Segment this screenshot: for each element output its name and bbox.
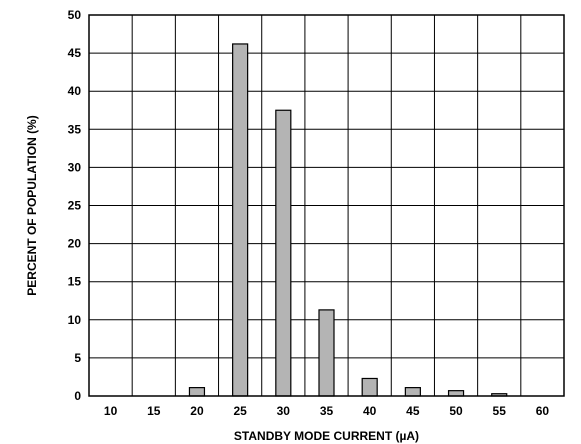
y-tick-label: 10 (68, 313, 82, 327)
x-tick-label: 40 (363, 404, 377, 418)
x-tick-labels: 10 15 20 25 30 35 40 45 50 55 60 (104, 404, 549, 418)
y-axis-label: PERCENT OF POPULATION (%) (25, 115, 39, 295)
y-tick-labels: 0 5 10 15 20 25 30 35 40 45 50 (68, 8, 82, 403)
x-tick-label: 45 (406, 404, 420, 418)
bar-50 (447, 390, 465, 397)
bar-40 (361, 377, 378, 397)
grid (89, 15, 564, 396)
y-tick-label: 15 (68, 275, 82, 289)
x-tick-label: 20 (190, 404, 204, 418)
y-tick-label: 35 (68, 122, 82, 136)
x-tick-label: 55 (493, 404, 507, 418)
bar-25 (232, 43, 249, 397)
bar-30 (275, 109, 292, 397)
plot-frame (88, 14, 565, 397)
x-tick-label: 30 (277, 404, 291, 418)
y-tick-label: 40 (68, 84, 82, 98)
x-tick-label: 10 (104, 404, 118, 418)
y-tick-label: 25 (68, 199, 82, 213)
y-tick-label: 5 (74, 351, 81, 365)
y-tick-label: 45 (68, 46, 82, 60)
x-axis-label: STANDBY MODE CURRENT (µA) (234, 429, 419, 443)
bars (188, 43, 508, 397)
y-tick-label: 0 (74, 389, 81, 403)
x-tick-label: 15 (147, 404, 161, 418)
y-tick-label: 50 (68, 8, 82, 22)
bar-35 (318, 309, 335, 397)
bar-45 (404, 387, 421, 397)
x-tick-label: 25 (233, 404, 247, 418)
bar-20 (188, 387, 206, 397)
y-tick-label: 30 (68, 160, 82, 174)
x-tick-label: 50 (449, 404, 463, 418)
y-tick-label: 20 (68, 237, 82, 251)
x-tick-label: 60 (536, 404, 550, 418)
x-tick-label: 35 (320, 404, 334, 418)
